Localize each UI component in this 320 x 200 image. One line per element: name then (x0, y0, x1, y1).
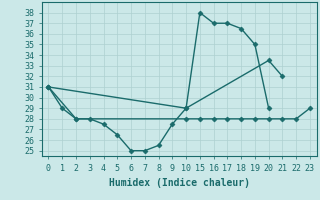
X-axis label: Humidex (Indice chaleur): Humidex (Indice chaleur) (109, 178, 250, 188)
